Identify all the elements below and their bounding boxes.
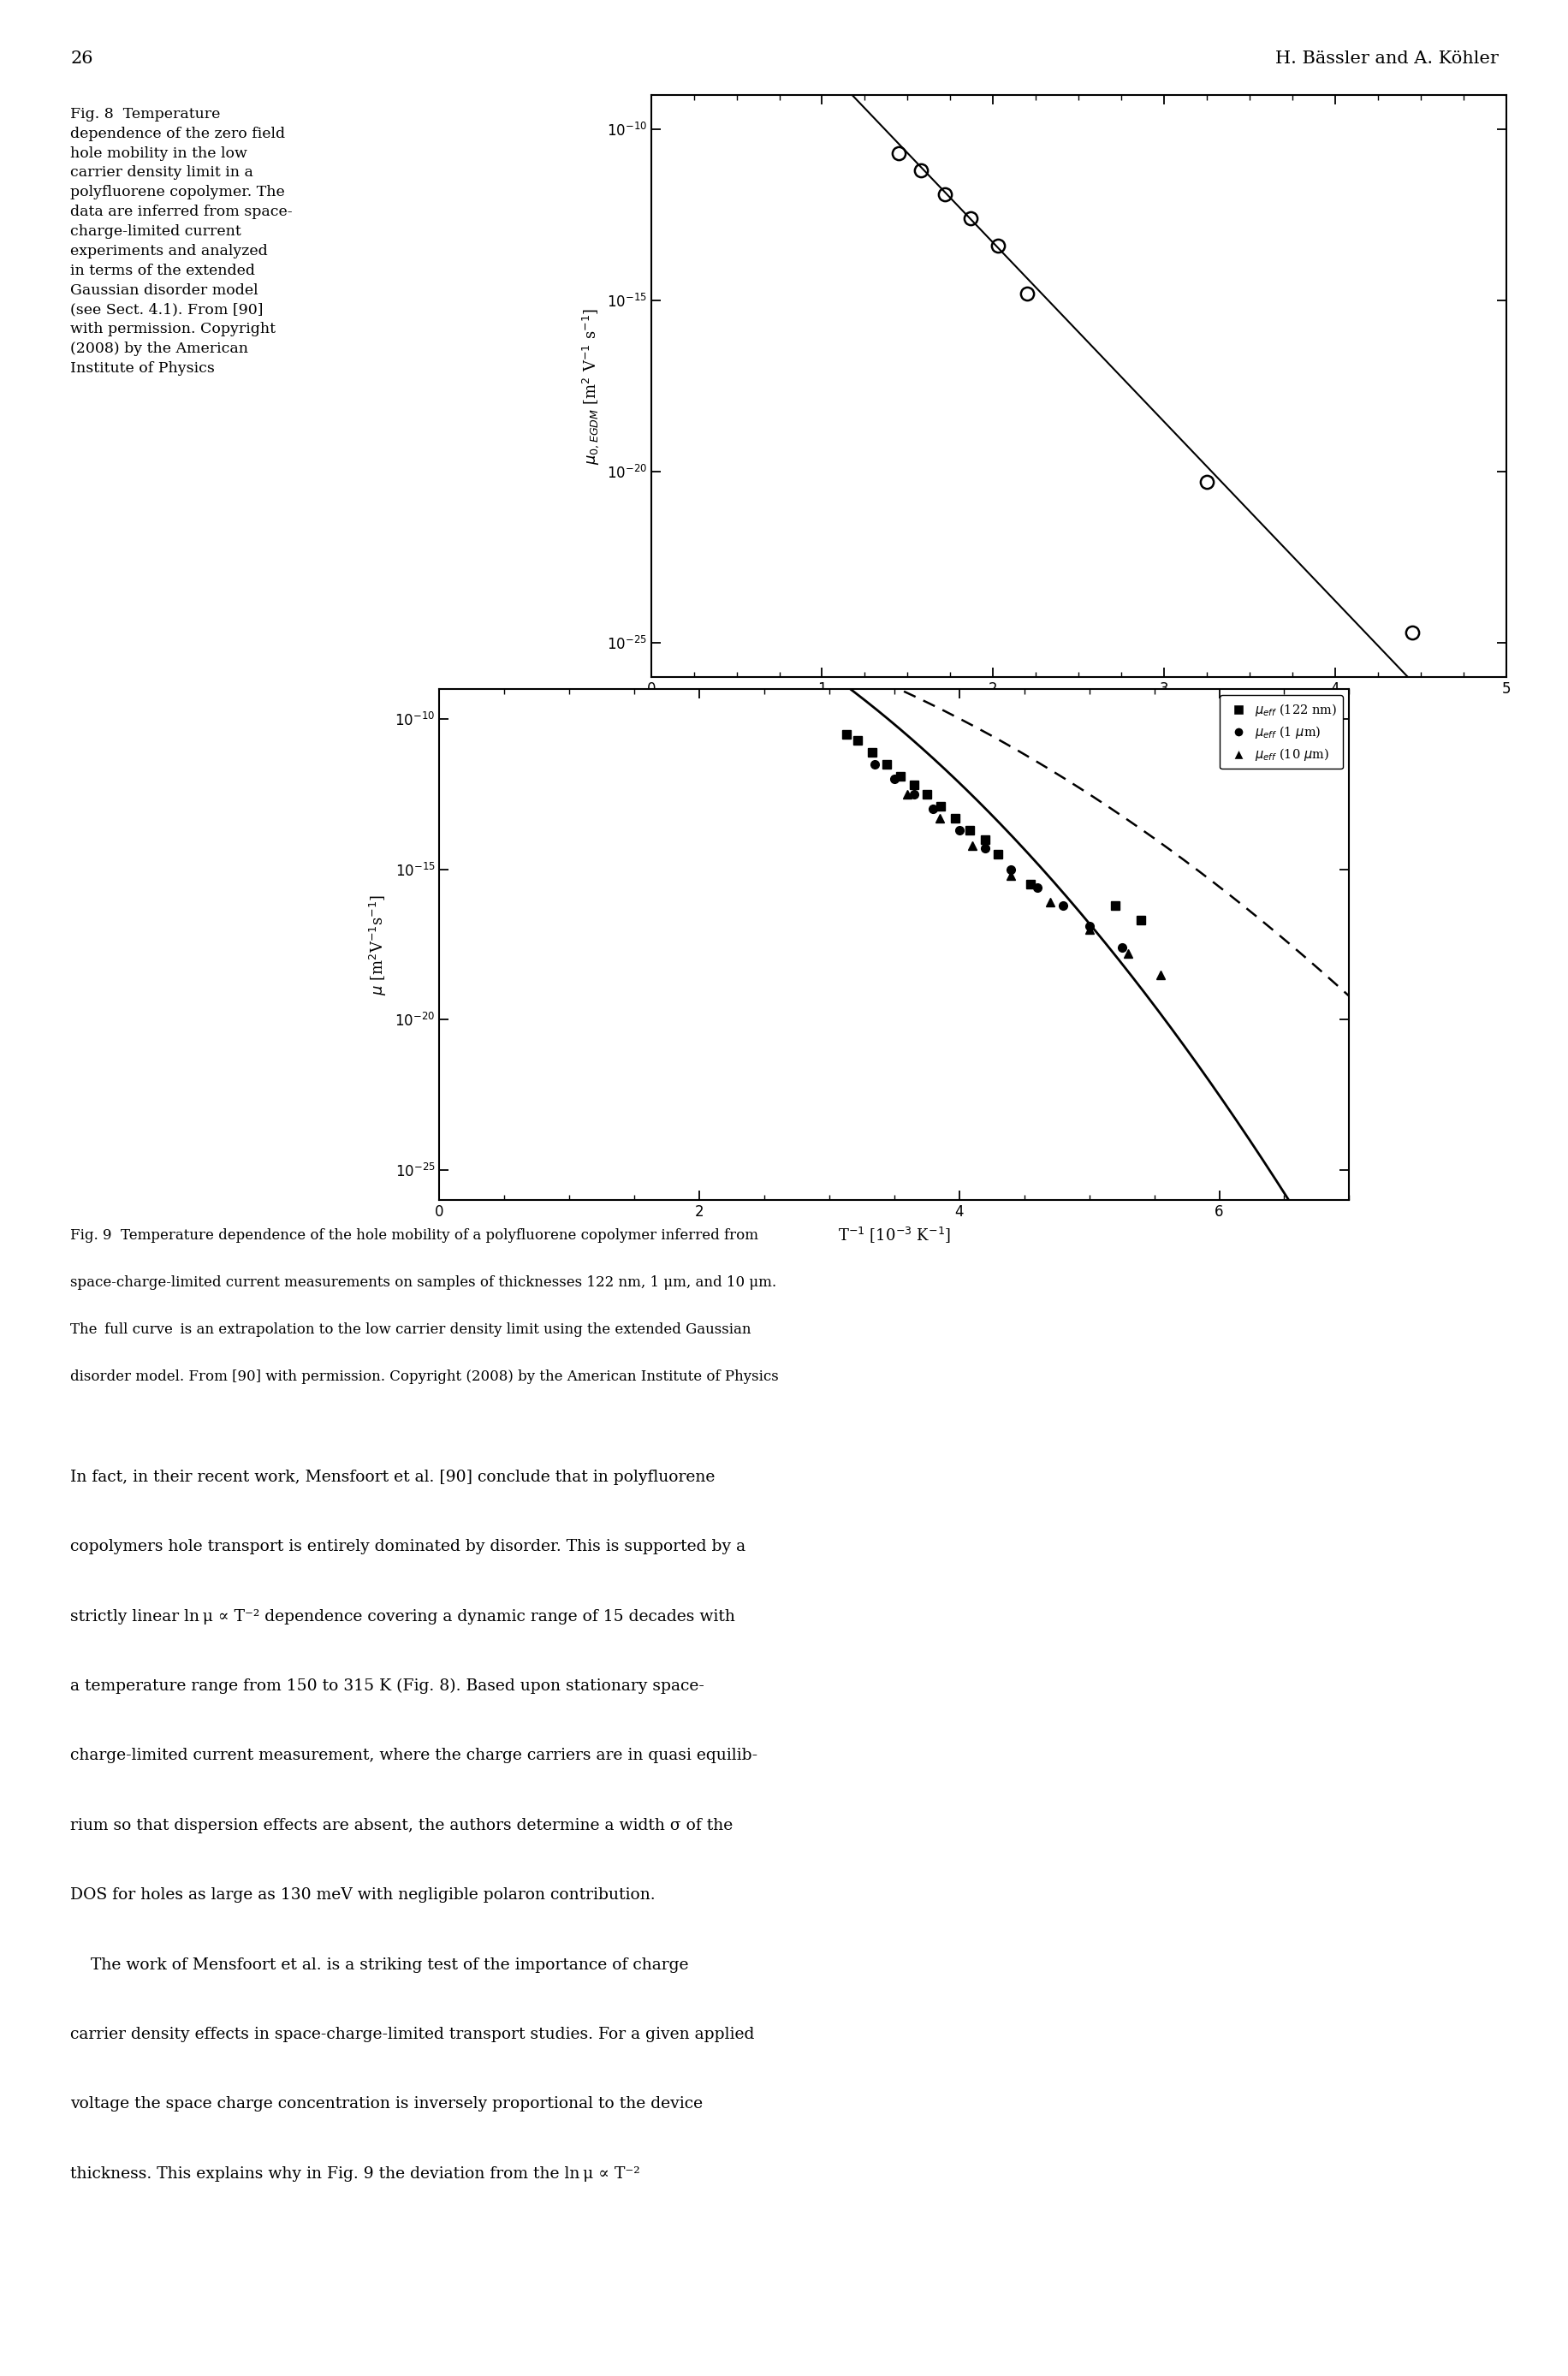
Text: carrier density effects in space-charge-limited transport studies. For a given a: carrier density effects in space-charge-…	[71, 2027, 754, 2043]
Text: charge-limited current measurement, where the charge carriers are in quasi equil: charge-limited current measurement, wher…	[71, 1749, 757, 1763]
Text: 26: 26	[71, 50, 93, 67]
Y-axis label: $\mu_{0,EGDM}$ [m$^2$ V$^{-1}$ s$^{-1}$]: $\mu_{0,EGDM}$ [m$^2$ V$^{-1}$ s$^{-1}$]	[580, 309, 601, 463]
Text: strictly linear ln μ ∝ T⁻² dependence covering a dynamic range of 15 decades wit: strictly linear ln μ ∝ T⁻² dependence co…	[71, 1609, 735, 1625]
Text: rium so that dispersion effects are absent, the authors determine a width σ of t: rium so that dispersion effects are abse…	[71, 1818, 732, 1834]
Text: The work of Mensfoort et al. is a striking test of the importance of charge: The work of Mensfoort et al. is a striki…	[71, 1958, 688, 1972]
Text: H. Bässler and A. Köhler: H. Bässler and A. Köhler	[1275, 50, 1497, 67]
Text: copolymers hole transport is entirely dominated by disorder. This is supported b: copolymers hole transport is entirely do…	[71, 1540, 746, 1554]
Text: a temperature range from 150 to 315 K (Fig. 8). Based upon stationary space-: a temperature range from 150 to 315 K (F…	[71, 1677, 704, 1694]
Text: The  full curve  is an extrapolation to the low carrier density limit using the : The full curve is an extrapolation to th…	[71, 1321, 751, 1338]
X-axis label: T$^{-2}$ [10$^{-5}$ K$^{-2}$]: T$^{-2}$ [10$^{-5}$ K$^{-2}$]	[1022, 703, 1134, 722]
Text: thickness. This explains why in Fig. 9 the deviation from the ln μ ∝ T⁻²: thickness. This explains why in Fig. 9 t…	[71, 2167, 640, 2181]
X-axis label: T$^{-1}$ [10$^{-3}$ K$^{-1}$]: T$^{-1}$ [10$^{-3}$ K$^{-1}$]	[837, 1226, 950, 1245]
Text: Fig. 9  Temperature dependence of the hole mobility of a polyfluorene copolymer : Fig. 9 Temperature dependence of the hol…	[71, 1228, 759, 1243]
Text: space-charge-limited current measurements on samples of thicknesses 122 nm, 1 μm: space-charge-limited current measurement…	[71, 1276, 776, 1290]
Text: Fig. 8  Temperature
dependence of the zero field
hole mobility in the low
carrie: Fig. 8 Temperature dependence of the zer…	[71, 107, 293, 375]
Y-axis label: $\mu$ [m$^2$V$^{-1}$s$^{-1}$]: $\mu$ [m$^2$V$^{-1}$s$^{-1}$]	[368, 893, 389, 996]
Text: voltage the space charge concentration is inversely proportional to the device: voltage the space charge concentration i…	[71, 2096, 702, 2112]
Text: disorder model. From [90] with permission. Copyright (2008) by the American Inst: disorder model. From [90] with permissio…	[71, 1369, 779, 1383]
Text: In fact, in their recent work, Mensfoort et al. [90] conclude that in polyfluore: In fact, in their recent work, Mensfoort…	[71, 1468, 715, 1485]
Legend: $\mu_{eff}$ (122 nm), $\mu_{eff}$ (1 $\mu$m), $\mu_{eff}$ (10 $\mu$m): $\mu_{eff}$ (122 nm), $\mu_{eff}$ (1 $\m…	[1218, 696, 1342, 770]
Text: DOS for holes as large as 130 meV with negligible polaron contribution.: DOS for holes as large as 130 meV with n…	[71, 1887, 655, 1903]
